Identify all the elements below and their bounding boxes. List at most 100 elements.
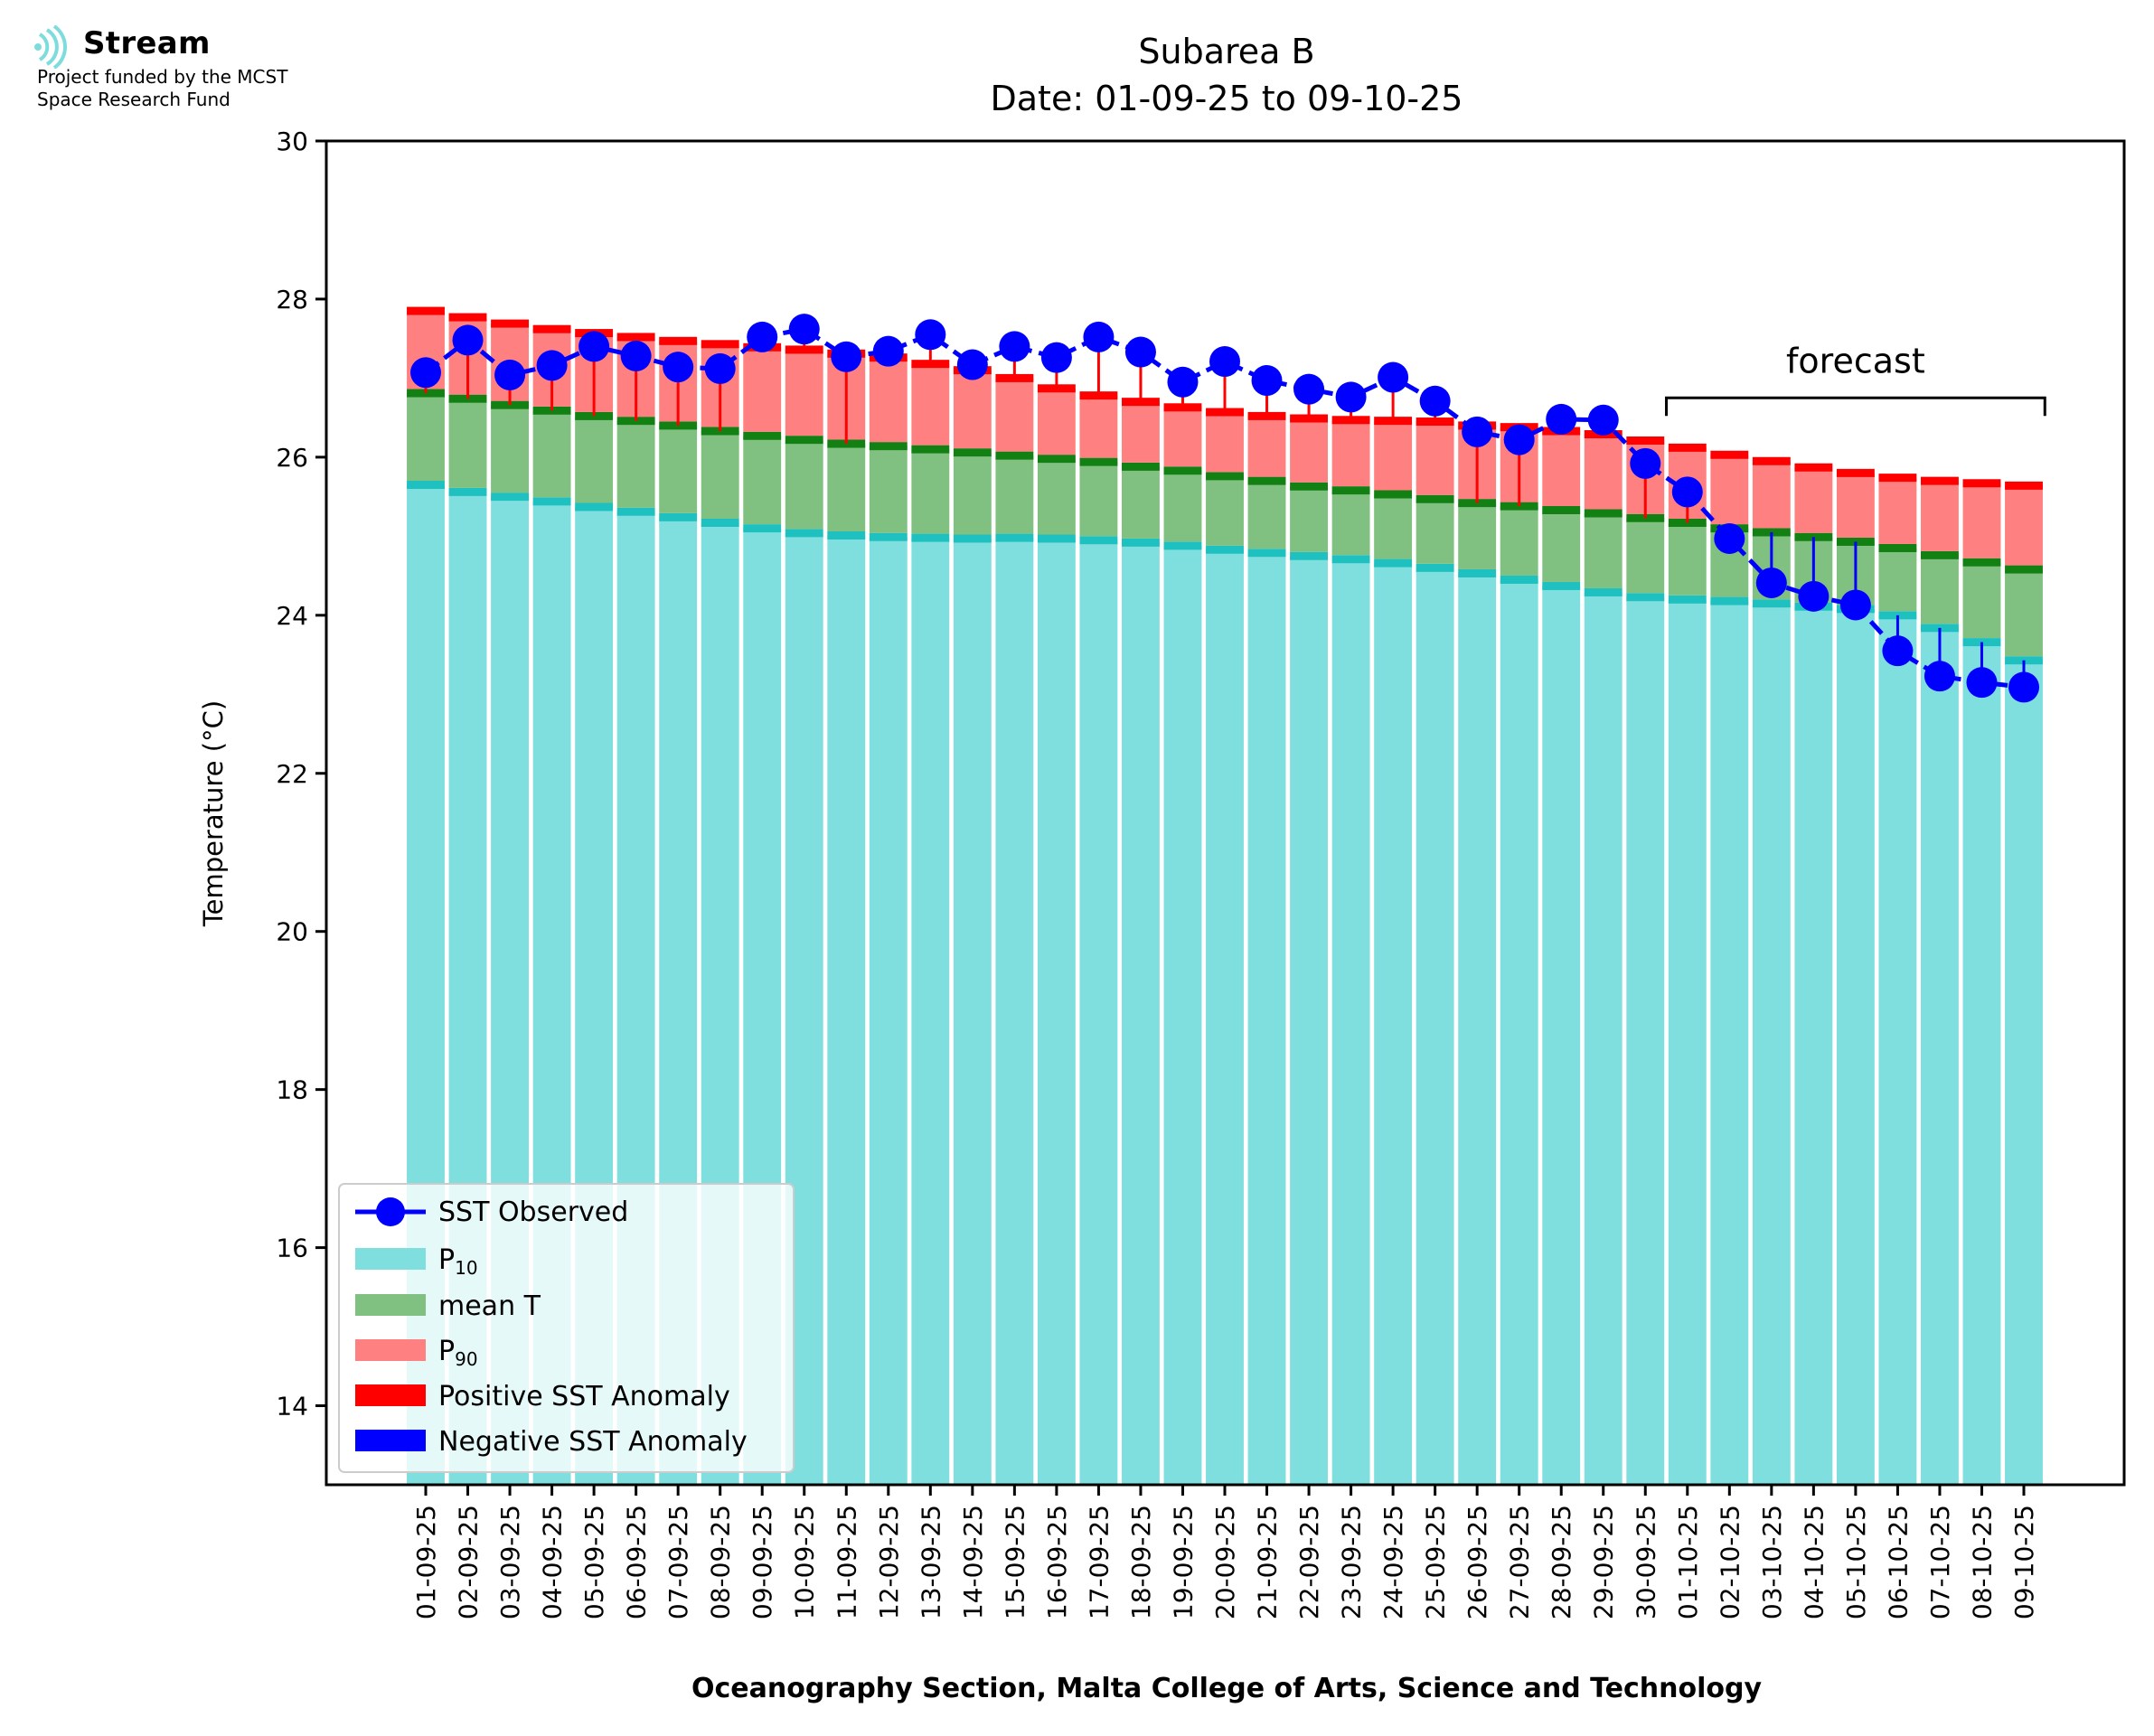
bar-p90-edge (1921, 476, 1959, 485)
bar-p10-edge (1331, 555, 1370, 564)
bar-p10-edge (1416, 563, 1454, 572)
legend-label-p10: P10 (438, 1244, 478, 1279)
y-tick-label: 20 (276, 917, 308, 947)
bar-p10-edge (1037, 534, 1076, 543)
legend-item-p10: P10 (355, 1244, 478, 1279)
bar-p90 (1921, 481, 1959, 551)
bar-p90 (1290, 418, 1328, 483)
bar-mean-t-edge (1331, 486, 1370, 495)
bar-mean-t (659, 425, 698, 513)
bar-p10-edge (1500, 575, 1538, 584)
x-tick-label: 06-09-25 (622, 1505, 652, 1619)
y-tick-label: 24 (276, 601, 308, 631)
bar-p90 (1416, 421, 1454, 495)
x-tick-label: 09-09-25 (748, 1505, 777, 1619)
sst-observed-point (1462, 416, 1493, 447)
x-tick-label: 15-09-25 (1000, 1505, 1030, 1619)
bar-p10-edge (785, 529, 823, 538)
sst-observed-layer (410, 314, 2039, 703)
bar-mean-t-edge (1921, 550, 1959, 559)
x-tick-label: 03-09-25 (495, 1505, 525, 1619)
sst-observed-point (620, 340, 652, 371)
bar-mean-t (1962, 562, 2001, 639)
x-tick-label: 18-09-25 (1126, 1505, 1156, 1619)
bar-mean-t (743, 436, 782, 525)
bar-p10 (1584, 592, 1623, 1485)
legend-label-sst-observed: SST Observed (438, 1196, 628, 1228)
sst-observed-point (1503, 424, 1535, 455)
bar-p10-edge (448, 487, 487, 496)
y-tick-label: 26 (276, 443, 308, 473)
sst-observed-point (1630, 447, 1661, 479)
x-tick-label: 17-09-25 (1084, 1505, 1114, 1619)
sst-observed-point (1546, 403, 1577, 435)
x-tick-label: 22-09-25 (1294, 1505, 1324, 1619)
sst-observed-point (1209, 346, 1240, 378)
bar-p10-edge (1122, 538, 1160, 547)
bar-mean-t (1878, 548, 1917, 612)
bar-p10-edge (1668, 595, 1707, 604)
sst-observed-point (2008, 671, 2039, 703)
bar-p10 (1542, 586, 1581, 1485)
x-tick-label: 08-09-25 (706, 1505, 736, 1619)
bar-p90-edge (1962, 479, 2001, 488)
x-tick-label: 25-09-25 (1421, 1505, 1451, 1619)
y-tick-label: 14 (276, 1392, 308, 1422)
legend-item-positive-anomaly: Positive SST Anomaly (355, 1381, 730, 1412)
bar-p90 (1836, 473, 1875, 538)
bar-p10 (1710, 601, 1749, 1485)
bar-mean-t (532, 410, 571, 498)
legend: SST Observed P10 mean T P90 Positive SST… (338, 1183, 795, 1473)
bar-p10 (1037, 538, 1076, 1485)
x-tick-label: 16-09-25 (1042, 1505, 1072, 1619)
bar-mean-t (1331, 490, 1370, 556)
sst-observed-point (578, 331, 610, 362)
bar-p10 (869, 537, 908, 1485)
bar-mean-t (2005, 569, 2043, 657)
bar-mean-t-edge (1584, 509, 1623, 518)
x-tick-label: 07-09-25 (663, 1505, 693, 1619)
x-tick-label: 09-10-25 (2009, 1505, 2039, 1619)
bar-mean-t-edge (743, 431, 782, 440)
sst-observed-point (1124, 336, 1156, 368)
sst-observed-point (915, 319, 946, 351)
x-tick-label: 04-09-25 (538, 1505, 568, 1619)
logo-subtitle-line1: Project funded by the MCST (37, 66, 288, 88)
bar-mean-t-edge (869, 442, 908, 451)
bar-p10-edge (1752, 599, 1791, 608)
bar-mean-t-edge (2005, 565, 2043, 574)
sst-observed-point (704, 352, 736, 384)
x-tick-label: 02-10-25 (1715, 1505, 1745, 1619)
sst-observed-point (1798, 580, 1829, 612)
legend-box (338, 1183, 795, 1473)
bar-p10-edge (1542, 581, 1581, 590)
bar-p10 (1668, 599, 1707, 1485)
x-tick-label: 12-09-25 (874, 1505, 904, 1619)
sst-observed-point (663, 352, 694, 383)
x-tick-label: 14-09-25 (958, 1505, 988, 1619)
bar-p90 (1037, 388, 1076, 455)
bar-mean-t (701, 431, 739, 519)
bar-p90 (1079, 395, 1118, 458)
bar-p90 (1878, 477, 1917, 544)
bar-mean-t (1626, 518, 1665, 594)
bar-mean-t-edge (1878, 543, 1917, 552)
bar-p10 (1374, 563, 1413, 1485)
bar-p10 (1836, 608, 1875, 1485)
bar-p90 (995, 378, 1034, 452)
x-tick-label: 26-09-25 (1463, 1505, 1492, 1619)
bar-mean-t (1458, 502, 1497, 569)
bar-p90 (1331, 419, 1370, 487)
bar-mean-t-edge (1247, 476, 1286, 485)
bar-mean-t (491, 405, 529, 493)
bar-p10-edge (911, 533, 950, 542)
y-tick-label: 30 (276, 127, 308, 156)
bar-p90-edge (701, 340, 739, 349)
x-tick-label: 27-09-25 (1505, 1505, 1535, 1619)
bar-p90 (1752, 461, 1791, 529)
bar-p90 (1122, 401, 1160, 463)
x-tick-label: 10-09-25 (790, 1505, 820, 1619)
bar-mean-t (616, 420, 655, 508)
bar-p10-edge (1626, 593, 1665, 602)
